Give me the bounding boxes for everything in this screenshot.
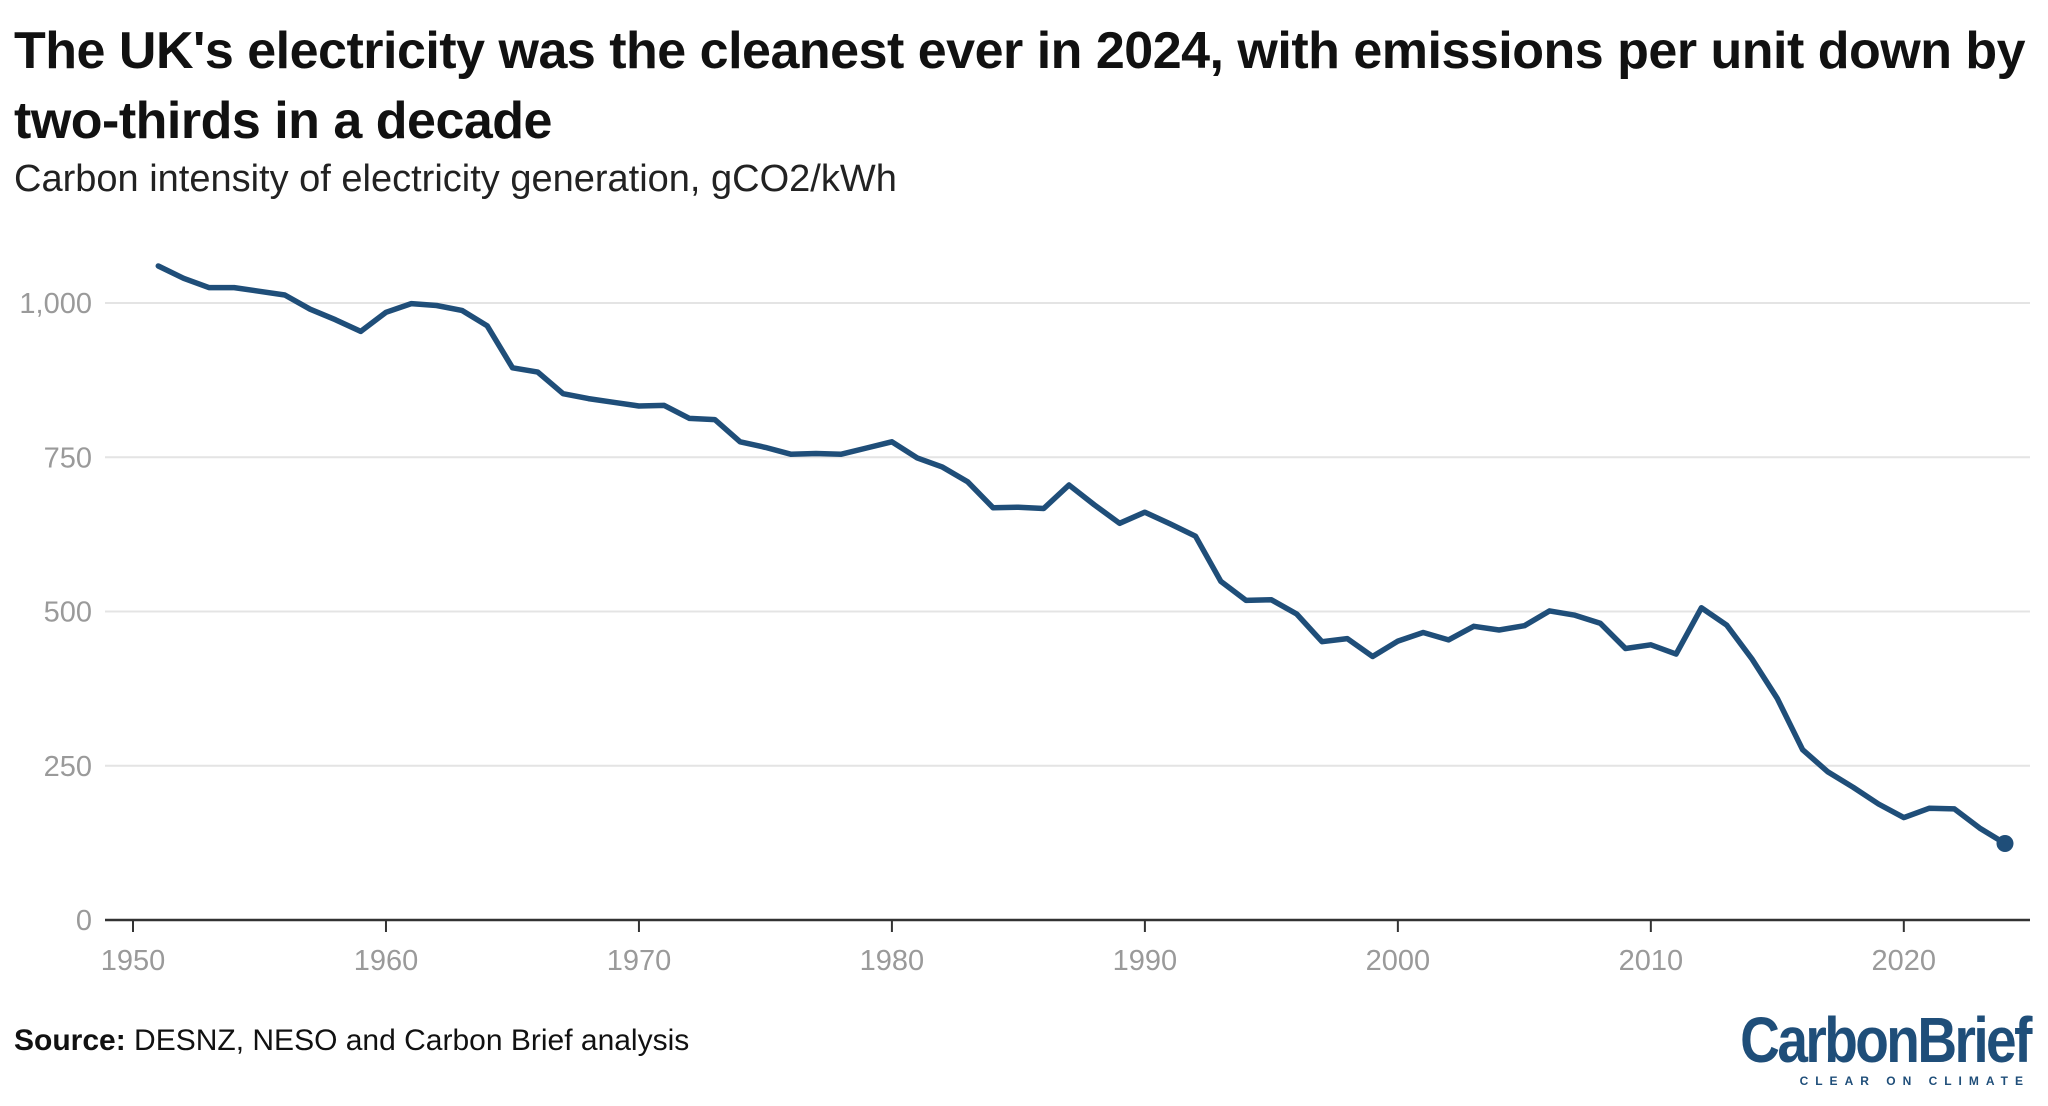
y-tick-label-250: 250 xyxy=(44,751,92,783)
x-tick-label-1980: 1980 xyxy=(860,945,925,977)
series-layer xyxy=(155,263,2014,852)
chart-title: The UK's electricity was the cleanest ev… xyxy=(14,22,2026,150)
gridlines xyxy=(105,302,2030,767)
x-tick-label-1960: 1960 xyxy=(354,945,419,977)
chart-subtitle: Carbon intensity of electricity generati… xyxy=(14,158,897,200)
x-tick-label-2020: 2020 xyxy=(1872,945,1937,977)
logo-wordmark: CarbonBrief xyxy=(1740,1004,2032,1076)
x-tick-label-1950: 1950 xyxy=(101,945,166,977)
source-text: DESNZ, NESO and Carbon Brief analysis xyxy=(134,1024,690,1057)
x-tick-label-1990: 1990 xyxy=(1113,945,1178,977)
x-tick-label-2010: 2010 xyxy=(1619,945,1684,977)
y-axis-tick-labels: 0 250 500 750 1,000 xyxy=(19,288,92,937)
x-axis: 1950 1960 1970 1980 1990 2000 2010 2020 xyxy=(101,918,2030,977)
x-tick-label-1970: 1970 xyxy=(607,945,672,977)
series-line-0 xyxy=(155,263,2008,847)
y-tick-label-0: 0 xyxy=(76,905,92,937)
y-tick-label-500: 500 xyxy=(44,597,92,629)
x-tick-label-2000: 2000 xyxy=(1366,945,1431,977)
source-label: Source: xyxy=(14,1024,126,1057)
logo-tagline: CLEAR ON CLIMATE xyxy=(1799,1074,2030,1088)
source-note: Source: DESNZ, NESO and Carbon Brief ana… xyxy=(14,1024,689,1058)
end-marker-2024 xyxy=(1996,834,2014,852)
carbon-brief-logo[interactable]: CarbonBrief CLEAR ON CLIMATE xyxy=(1693,1004,2032,1088)
y-tick-label-1000: 1,000 xyxy=(19,288,92,320)
y-tick-label-750: 750 xyxy=(44,442,92,474)
